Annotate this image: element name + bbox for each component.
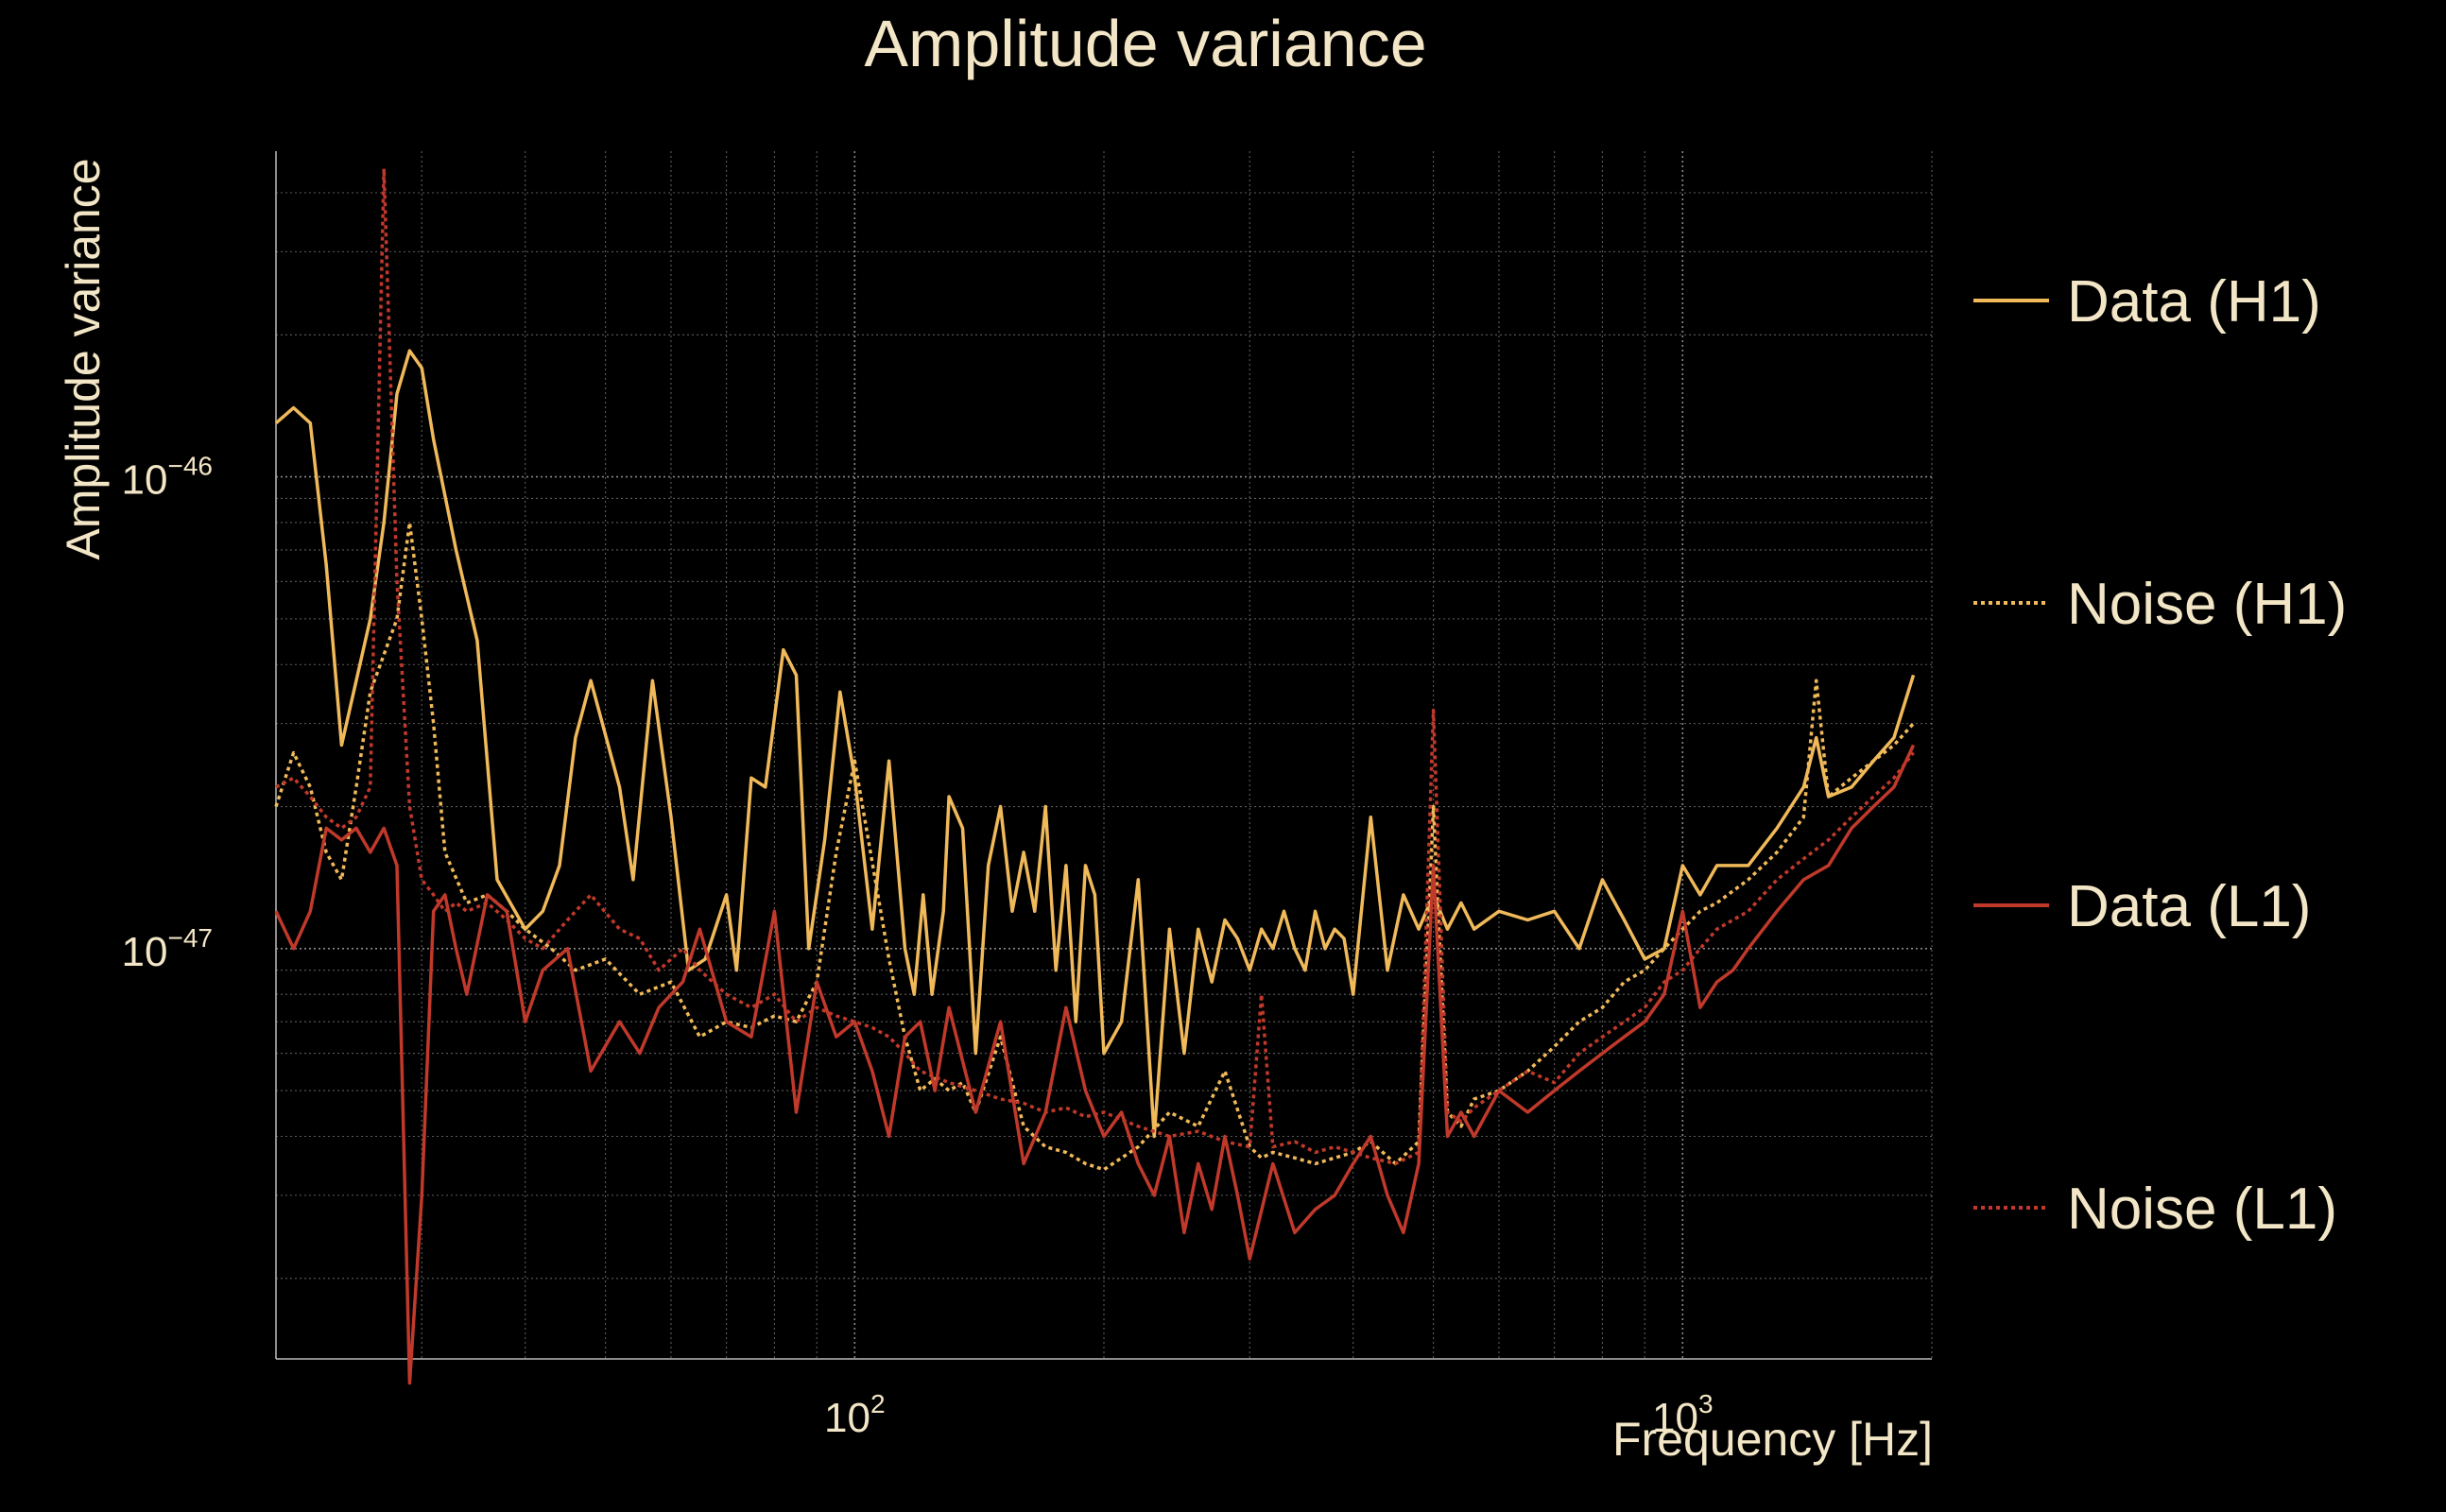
y-axis-label: Amplitude variance — [57, 158, 110, 559]
legend: Data (H1) Noise (H1) Data (L1) Noise (L1) — [1973, 269, 2347, 1242]
legend-label: Data (L1) — [2067, 874, 2311, 939]
series-line-data-l1 — [274, 744, 1916, 1385]
legend-label: Data (H1) — [2067, 269, 2321, 335]
legend-label: Noise (L1) — [2067, 1177, 2337, 1242]
y-tick-label: 10−47 — [122, 923, 213, 975]
x-axis-label: Frequency [Hz] — [1612, 1413, 1933, 1466]
chart-title: Amplitude variance — [864, 7, 1426, 80]
series-line-noise-h1 — [274, 521, 1915, 1172]
axes — [275, 151, 1932, 1360]
legend-label: Noise (H1) — [2067, 572, 2347, 637]
series-lines — [274, 166, 1916, 1385]
grid-lines — [275, 151, 1933, 1359]
series-line-data-h1 — [274, 349, 1916, 1139]
